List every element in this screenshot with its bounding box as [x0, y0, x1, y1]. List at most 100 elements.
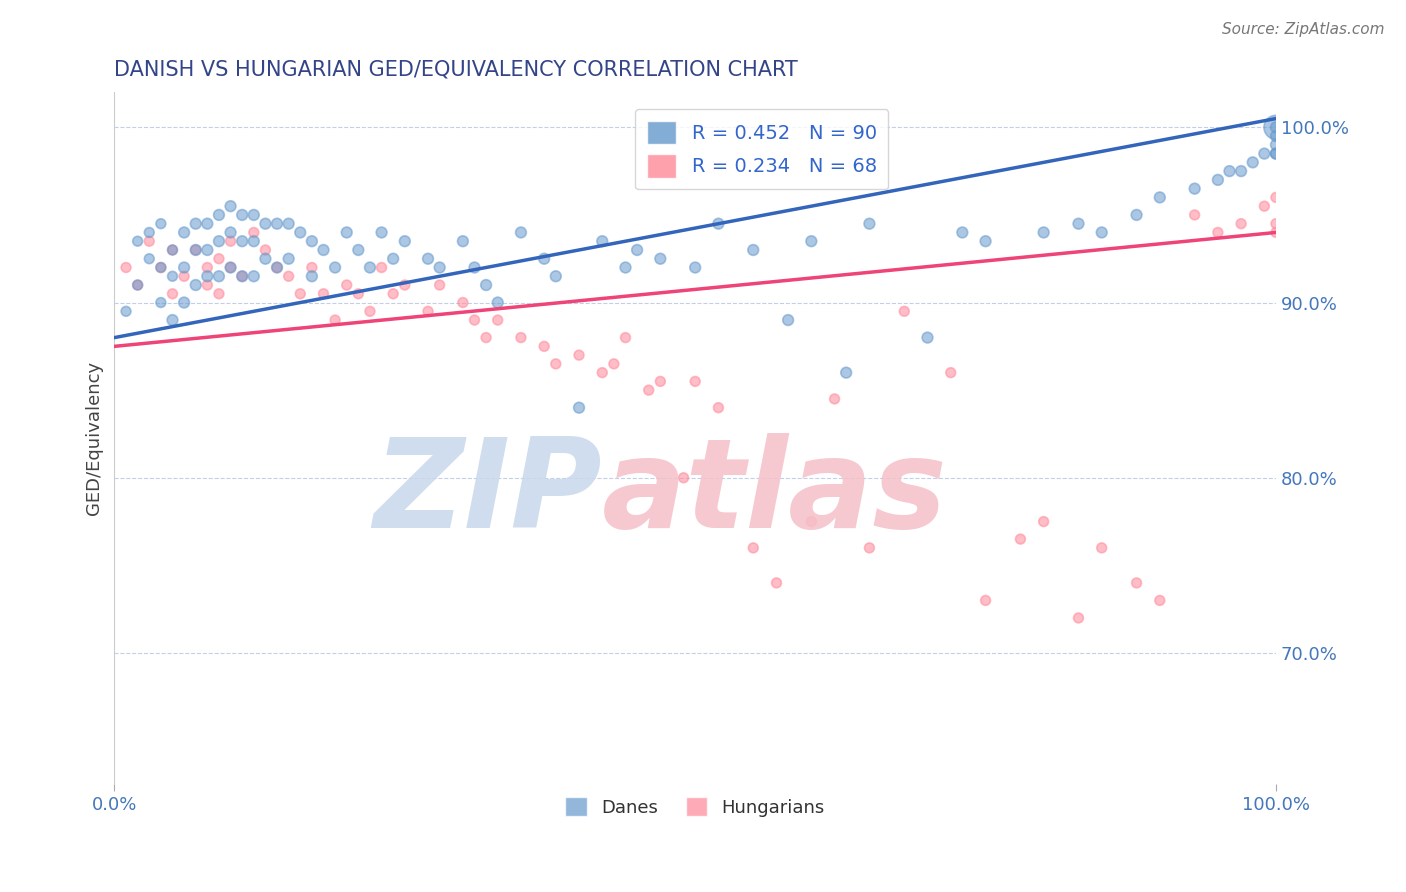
Point — [1032, 226, 1054, 240]
Point — [347, 286, 370, 301]
Point — [195, 243, 218, 257]
Point — [1265, 120, 1288, 135]
Point — [1265, 129, 1288, 144]
Point — [184, 278, 207, 293]
Point — [1032, 515, 1054, 529]
Point — [336, 278, 359, 293]
Point — [231, 269, 253, 284]
Point — [765, 575, 787, 590]
Point — [208, 208, 231, 222]
Point — [162, 243, 184, 257]
Point — [208, 252, 231, 266]
Point — [1265, 137, 1288, 152]
Point — [149, 295, 172, 310]
Point — [149, 260, 172, 275]
Point — [231, 269, 253, 284]
Point — [266, 217, 288, 231]
Point — [277, 217, 299, 231]
Point — [683, 260, 706, 275]
Point — [359, 260, 381, 275]
Point — [858, 541, 880, 555]
Point — [195, 217, 218, 231]
Point — [917, 330, 939, 344]
Point — [115, 304, 138, 318]
Legend: Danes, Hungarians: Danes, Hungarians — [558, 790, 832, 824]
Point — [115, 260, 138, 275]
Point — [208, 269, 231, 284]
Point — [347, 243, 370, 257]
Point — [312, 243, 335, 257]
Point — [533, 252, 555, 266]
Point — [301, 260, 323, 275]
Point — [650, 375, 672, 389]
Point — [336, 226, 359, 240]
Point — [1218, 164, 1240, 178]
Point — [1265, 120, 1288, 135]
Point — [138, 226, 160, 240]
Point — [266, 260, 288, 275]
Point — [149, 217, 172, 231]
Point — [742, 243, 765, 257]
Point — [451, 234, 474, 248]
Point — [394, 234, 416, 248]
Point — [219, 260, 242, 275]
Point — [707, 217, 730, 231]
Point — [162, 286, 184, 301]
Point — [416, 304, 439, 318]
Point — [1125, 208, 1147, 222]
Point — [858, 217, 880, 231]
Point — [1010, 532, 1032, 546]
Point — [1253, 146, 1275, 161]
Point — [1230, 217, 1253, 231]
Point — [475, 330, 498, 344]
Point — [510, 330, 533, 344]
Point — [370, 260, 392, 275]
Point — [1265, 217, 1288, 231]
Point — [162, 313, 184, 327]
Point — [416, 252, 439, 266]
Point — [290, 286, 312, 301]
Point — [591, 366, 613, 380]
Point — [950, 226, 973, 240]
Point — [1265, 190, 1288, 204]
Point — [1067, 611, 1090, 625]
Point — [1265, 146, 1288, 161]
Text: atlas: atlas — [602, 434, 948, 554]
Point — [219, 226, 242, 240]
Point — [486, 313, 509, 327]
Point — [1241, 155, 1264, 169]
Point — [974, 593, 997, 607]
Point — [939, 366, 962, 380]
Point — [162, 269, 184, 284]
Point — [359, 304, 381, 318]
Point — [742, 541, 765, 555]
Point — [323, 313, 346, 327]
Point — [323, 260, 346, 275]
Point — [475, 278, 498, 293]
Point — [149, 260, 172, 275]
Point — [974, 234, 997, 248]
Point — [1253, 199, 1275, 213]
Point — [1067, 217, 1090, 231]
Point — [707, 401, 730, 415]
Point — [591, 234, 613, 248]
Point — [290, 226, 312, 240]
Point — [626, 243, 648, 257]
Point — [173, 269, 195, 284]
Point — [382, 252, 405, 266]
Point — [173, 260, 195, 275]
Point — [544, 269, 567, 284]
Point — [1091, 226, 1114, 240]
Point — [184, 243, 207, 257]
Point — [486, 295, 509, 310]
Point — [1206, 226, 1229, 240]
Text: DANISH VS HUNGARIAN GED/EQUIVALENCY CORRELATION CHART: DANISH VS HUNGARIAN GED/EQUIVALENCY CORR… — [114, 60, 799, 79]
Point — [277, 252, 299, 266]
Point — [266, 260, 288, 275]
Point — [463, 260, 485, 275]
Point — [231, 234, 253, 248]
Point — [243, 234, 266, 248]
Point — [138, 252, 160, 266]
Point — [301, 234, 323, 248]
Point — [301, 269, 323, 284]
